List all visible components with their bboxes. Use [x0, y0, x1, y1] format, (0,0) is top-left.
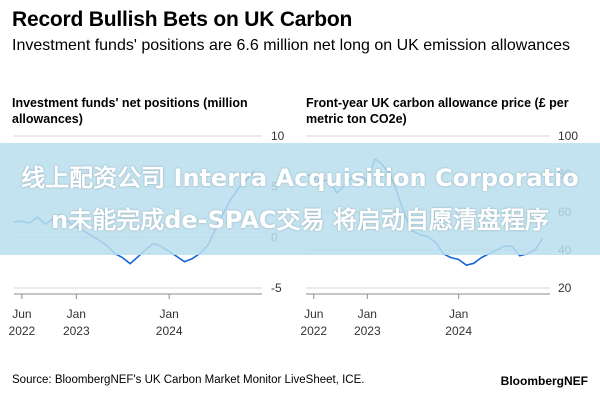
left-y-tick-label: 10	[271, 129, 285, 143]
right-x-tick-label-month: Jun	[304, 307, 323, 321]
overlay-text: 线上配资公司 Interra Acquisition Corporation未能…	[21, 164, 579, 234]
left-x-tick-label-month: Jan	[67, 307, 86, 321]
left-x-tick-label-year: 2024	[156, 324, 183, 338]
left-x-tick-label-month: Jun	[12, 307, 31, 321]
chart-subtitle: Investment funds' positions are 6.6 mill…	[12, 37, 571, 54]
right-x-tick-label-year: 2024	[445, 324, 472, 338]
source-note: Source: BloombergNEF's UK Carbon Market …	[12, 374, 365, 386]
right-panel-title: Front-year UK carbon allowance price (£ …	[306, 96, 569, 126]
right-x-tick-label-year: 2023	[354, 324, 381, 338]
promo-overlay: 线上配资公司 Interra Acquisition Corporation未能…	[0, 143, 600, 255]
chart-title: Record Bullish Bets on UK Carbon	[12, 8, 353, 31]
right-x-tick-label-year: 2022	[300, 324, 327, 338]
left-x-tick-label-year: 2023	[63, 324, 90, 338]
brand-logo: BloombergNEF	[500, 374, 588, 388]
right-y-tick-label: 100	[558, 129, 578, 143]
left-x-tick-label-month: Jan	[159, 307, 178, 321]
left-y-tick-label: -5	[271, 281, 282, 295]
left-panel-title: Investment funds' net positions (million…	[12, 96, 248, 126]
right-y-tick-label: 20	[558, 281, 572, 295]
right-x-tick-label-month: Jan	[358, 307, 377, 321]
left-x-tick-label-year: 2022	[9, 324, 36, 338]
right-x-tick-label-month: Jan	[449, 307, 468, 321]
